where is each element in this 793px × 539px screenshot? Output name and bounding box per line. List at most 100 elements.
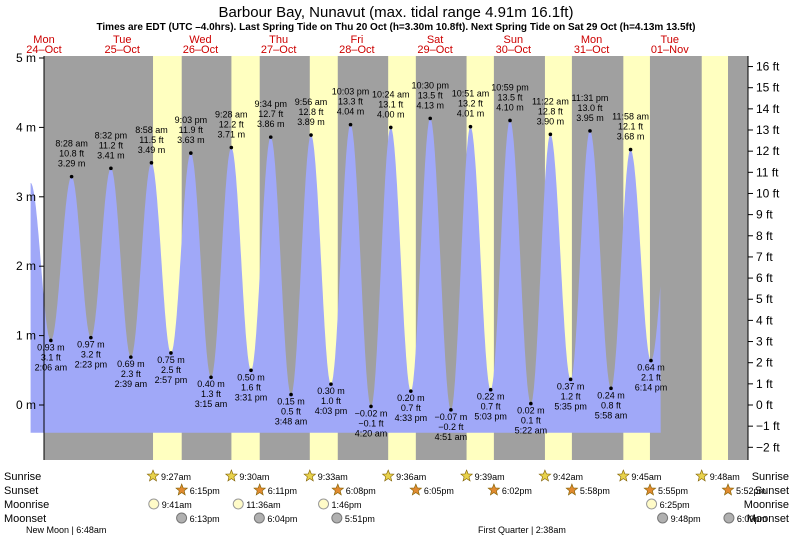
high-tide-label: 3.49 m [138, 145, 166, 155]
right-tick-label: 9 ft [756, 208, 773, 222]
low-tide-label: 0.97 m [77, 340, 105, 350]
high-tide-label: 13.3 ft [338, 97, 364, 107]
sunrise-time: 9:36am [396, 472, 426, 482]
right-tick-label: 1 ft [756, 377, 773, 391]
high-tide-label: 3.71 m [218, 130, 246, 140]
extreme-dot [109, 166, 113, 171]
extreme-dot [329, 382, 333, 386]
sunrise-icon [224, 469, 238, 482]
sunset-row-label-left: Sunset [4, 485, 38, 497]
sunrise-row-label-left: Sunrise [4, 471, 41, 483]
left-tick-label: 0 m [16, 398, 36, 412]
high-tide-label: 3.41 m [97, 150, 125, 160]
moonrise-row-label-left: Moonrise [4, 499, 49, 511]
sunrise-time: 9:48am [710, 472, 740, 482]
moonset-time: 6:09pm [737, 514, 767, 524]
moonrise-time: 9:41am [162, 500, 192, 510]
left-tick-label: 2 m [16, 259, 36, 273]
high-tide-label: 3.95 m [576, 113, 604, 123]
day-date-label: 25–Oct [104, 44, 139, 56]
day-date-label: 28–Oct [339, 44, 374, 56]
right-tick-label: 4 ft [756, 313, 773, 327]
sunset-time: 6:05pm [424, 486, 454, 496]
low-tide-label: 1.6 ft [241, 382, 262, 392]
moonset-icon [723, 512, 735, 524]
low-tide-label: −0.02 m [355, 408, 388, 418]
right-tick-label: 7 ft [756, 250, 773, 264]
extreme-dot [169, 351, 173, 355]
extreme-dot [628, 147, 633, 152]
low-tide-label: 0.20 m [397, 393, 425, 403]
day-date-label: 01–Nov [651, 44, 689, 56]
low-tide-label: 0.22 m [477, 392, 505, 402]
high-tide-label: 4.13 m [416, 100, 444, 110]
right-tick-label: 12 ft [756, 144, 780, 158]
sunset-time: 6:02pm [502, 486, 532, 496]
sunset-time: 6:11pm [268, 486, 297, 496]
extreme-dot [369, 404, 373, 409]
low-tide-label: 2:06 am [35, 362, 68, 372]
moonset-time: 9:48pm [671, 514, 701, 524]
left-tick-label: 1 m [16, 329, 36, 343]
right-tick-label: 0 ft [756, 398, 773, 412]
extreme-dot [449, 408, 453, 412]
right-tick-label: 15 ft [756, 81, 780, 95]
high-tide-label: 13.0 ft [577, 103, 603, 113]
right-tick-label: 10 ft [756, 186, 780, 200]
low-tide-label: 2.3 ft [121, 369, 142, 379]
high-tide-label: 8:58 am [135, 125, 168, 135]
sunset-time: 5:52pm [736, 486, 766, 496]
sunset-icon [409, 483, 423, 496]
moonset-row-label-right: Moonset [747, 513, 789, 525]
high-tide-label: 3.86 m [257, 119, 285, 129]
day-of-week-label: Thu [269, 34, 288, 46]
right-tick-label: 3 ft [756, 335, 773, 349]
extreme-dot [309, 133, 313, 137]
high-tide-label: 11.5 ft [139, 135, 164, 145]
moonset-time: 6:04pm [267, 514, 297, 524]
day-date-label: 27–Oct [261, 44, 296, 56]
high-tide-label: 4.04 m [337, 107, 365, 117]
right-tick-label: −1 ft [756, 419, 780, 433]
extreme-dot [508, 118, 512, 123]
high-tide-label: 11.9 ft [179, 125, 204, 135]
extreme-dot [348, 122, 353, 127]
extreme-dot [428, 116, 433, 121]
extreme-dot [548, 132, 553, 137]
low-tide-label: 0.93 m [37, 342, 65, 352]
extreme-dot [488, 387, 493, 392]
low-tide-label: 0.7 ft [481, 402, 502, 412]
tide-curve [30, 118, 661, 433]
axes: 5 m 4 m 3 m 2 m 1 m 0 m 16 ft 15 ft 14 ft 13 ft 12… [16, 51, 780, 460]
sunset-icon [253, 483, 267, 496]
extreme-dot [609, 386, 613, 391]
low-tide-label: 0.50 m [237, 372, 265, 382]
low-tide-label: 3:15 am [195, 399, 228, 409]
high-tide-label: 11:31 pm [572, 93, 609, 103]
left-tick-label: 3 m [16, 190, 36, 204]
high-tide-label: 12.8 ft [299, 107, 325, 117]
low-tide-label: 0.15 m [277, 397, 305, 407]
low-tide-label: 0.30 m [317, 386, 345, 396]
low-tide-label: 3:31 pm [235, 392, 268, 402]
extreme-dot [209, 375, 213, 380]
moonset-icon [253, 512, 265, 524]
moonrise-icon [232, 498, 244, 510]
low-tide-label: 0.37 m [557, 381, 585, 391]
moonrise-time: 6:25pm [660, 500, 690, 510]
low-tide-label: 0.02 m [517, 406, 545, 416]
extreme-dot [289, 392, 293, 397]
low-tide-label: 0.40 m [197, 379, 225, 389]
low-tide-label: 2.1 ft [641, 373, 662, 383]
low-tide-label: 0.7 ft [401, 403, 422, 413]
extreme-dot [529, 401, 533, 406]
sunset-icon [331, 483, 345, 496]
sunrise-icon [616, 469, 630, 482]
sunset-icon [487, 483, 501, 496]
moonrise-icon [148, 498, 160, 510]
low-tide-label: 5:22 am [515, 426, 548, 436]
low-tide-label: 0.75 m [157, 355, 185, 365]
moonset-time: 6:13pm [190, 514, 220, 524]
